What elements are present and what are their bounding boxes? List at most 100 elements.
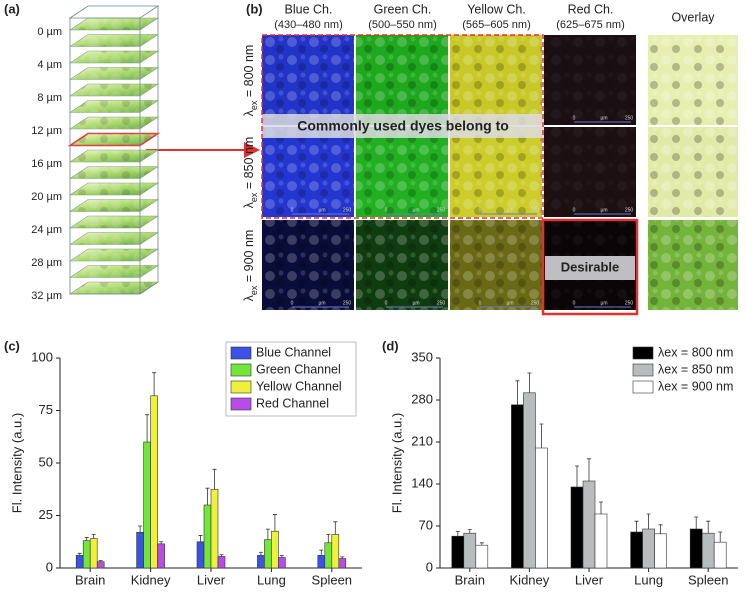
row-subscript: ex	[249, 192, 259, 202]
error-bar	[319, 549, 324, 556]
depth-label: 4 µm	[37, 59, 62, 71]
error-bar	[455, 531, 460, 537]
y-axis-label: Fl. Intensity (a.u.)	[9, 413, 24, 513]
bar	[582, 480, 596, 569]
column-range: (625–675 nm)	[556, 19, 625, 31]
row-symbol: λ	[242, 109, 256, 116]
scale-label: µm	[412, 300, 419, 306]
error-bar	[718, 531, 723, 543]
micrograph-texture	[262, 35, 354, 125]
error-bar	[145, 414, 150, 442]
bar	[594, 513, 608, 569]
x-tick-label: Liver	[575, 572, 604, 587]
y-tick-label: 0	[46, 559, 53, 574]
scale-label: 250	[531, 207, 540, 213]
depth-label: 16 µm	[31, 158, 62, 170]
panel-label: (b)	[246, 1, 263, 16]
row-label: λex = 850 nm	[242, 137, 259, 209]
bar	[150, 395, 158, 569]
slice-texture	[70, 117, 158, 129]
row-subscript: ex	[249, 285, 259, 295]
micrograph-texture	[450, 220, 542, 310]
column-range: (565–605 nm)	[462, 19, 531, 31]
legend-swatch	[632, 363, 654, 377]
error-bar	[84, 537, 89, 541]
scale-label: 250	[343, 207, 352, 213]
error-bar	[515, 380, 520, 405]
bar	[210, 488, 219, 569]
panel-label: (a)	[4, 1, 20, 16]
bar	[523, 392, 536, 569]
error-bar	[527, 372, 532, 393]
scale-label: µm	[600, 115, 607, 121]
slice-texture	[70, 84, 158, 96]
bar	[654, 533, 667, 569]
depth-label: 12 µm	[31, 125, 62, 137]
error-bar	[159, 541, 164, 544]
bar	[89, 538, 98, 569]
bar	[570, 486, 584, 569]
error-bar	[212, 468, 217, 490]
micrograph-texture	[356, 127, 448, 217]
scale-label: 0	[573, 115, 576, 121]
scale-label: µm	[506, 300, 513, 306]
scale-label: 0	[385, 207, 388, 213]
slice-texture	[70, 18, 158, 30]
y-tick-label: 25	[39, 507, 53, 522]
error-bar	[706, 520, 711, 534]
scale-label: µm	[318, 207, 325, 213]
row-label: λex = 900 nm	[242, 230, 259, 302]
scale-label: µm	[318, 300, 325, 306]
scale-label: 0	[385, 300, 388, 306]
slice-texture	[70, 282, 158, 294]
bar	[451, 535, 465, 569]
y-tick-label: 100	[31, 349, 53, 364]
scale-label: 0	[479, 207, 482, 213]
bar	[713, 541, 727, 569]
error-bar	[479, 542, 484, 546]
micrograph-texture	[262, 220, 354, 310]
scale-label: 0	[479, 300, 482, 306]
row-text: = 800 nm	[242, 45, 256, 101]
x-tick-label: Kidney	[510, 572, 550, 587]
scale-label: 250	[625, 207, 634, 213]
depth-label: 28 µm	[31, 257, 62, 269]
slice-texture	[70, 150, 158, 162]
micrograph-texture	[356, 220, 448, 310]
error-bar	[91, 534, 96, 539]
error-bar	[539, 423, 544, 448]
bar	[82, 540, 91, 569]
row-symbol: λ	[242, 294, 256, 301]
bar	[217, 556, 226, 569]
bar	[331, 534, 340, 569]
legend-label: Blue Channel	[256, 345, 331, 359]
legend-label: λex = 800 nm	[658, 345, 733, 359]
error-bar	[694, 516, 699, 529]
legend-label: Green Channel	[256, 362, 341, 376]
error-bar	[279, 555, 284, 558]
dashed-box	[261, 34, 544, 219]
legend-swatch	[632, 346, 654, 360]
row-symbol: λ	[242, 201, 256, 208]
bar	[642, 528, 655, 569]
error-bar	[658, 524, 663, 534]
column-range: (500–550 nm)	[368, 19, 437, 31]
error-bar	[326, 534, 331, 543]
scale-label: 250	[343, 300, 352, 306]
error-bar	[340, 556, 345, 559]
micrograph-texture	[450, 127, 542, 217]
error-bar	[198, 535, 203, 542]
depth-label: 32 µm	[31, 290, 62, 302]
scale-label: 250	[625, 115, 634, 121]
slice-texture	[70, 199, 158, 212]
bar	[96, 561, 105, 569]
legend-swatch	[230, 380, 252, 394]
slice-texture	[70, 249, 158, 261]
legend-label: λex = 900 nm	[658, 379, 733, 393]
x-tick-label: Lung	[257, 572, 286, 587]
row-subscript: ex	[249, 100, 259, 110]
legend-label: Yellow Channel	[256, 379, 342, 393]
slice-texture	[70, 183, 158, 195]
x-tick-label: Kidney	[131, 572, 171, 587]
error-bar	[467, 529, 472, 534]
